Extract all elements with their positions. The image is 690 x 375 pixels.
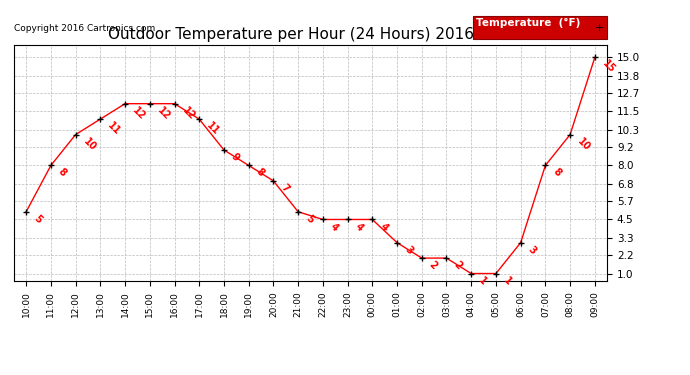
Text: 4: 4 <box>353 221 365 233</box>
Text: 12: 12 <box>180 105 197 122</box>
Text: 1: 1 <box>502 275 513 287</box>
Text: 7: 7 <box>279 182 290 194</box>
Text: 10: 10 <box>81 136 98 153</box>
Text: 5: 5 <box>32 213 43 225</box>
Text: 2: 2 <box>427 260 439 272</box>
Text: 11: 11 <box>205 120 221 137</box>
Title: Outdoor Temperature per Hour (24 Hours) 20160213: Outdoor Temperature per Hour (24 Hours) … <box>108 27 513 42</box>
Text: 8: 8 <box>57 167 68 179</box>
Text: 4: 4 <box>328 221 340 233</box>
Text: 10: 10 <box>575 136 592 153</box>
Text: 2: 2 <box>452 260 464 272</box>
Text: 3: 3 <box>526 244 538 256</box>
Text: 15: 15 <box>600 59 617 75</box>
Text: 12: 12 <box>130 105 147 122</box>
Text: 8: 8 <box>254 167 266 179</box>
Text: 5: 5 <box>304 213 315 225</box>
Text: 12: 12 <box>155 105 172 122</box>
Text: +: + <box>594 23 604 33</box>
Text: 9: 9 <box>230 152 241 163</box>
Text: 11: 11 <box>106 120 123 137</box>
Text: Temperature  (°F): Temperature (°F) <box>476 18 580 28</box>
Text: 3: 3 <box>402 244 415 256</box>
Text: 4: 4 <box>378 221 390 233</box>
Text: 8: 8 <box>551 167 563 179</box>
Text: Copyright 2016 Cartronics.com: Copyright 2016 Cartronics.com <box>14 24 155 33</box>
Text: 1: 1 <box>477 275 489 287</box>
